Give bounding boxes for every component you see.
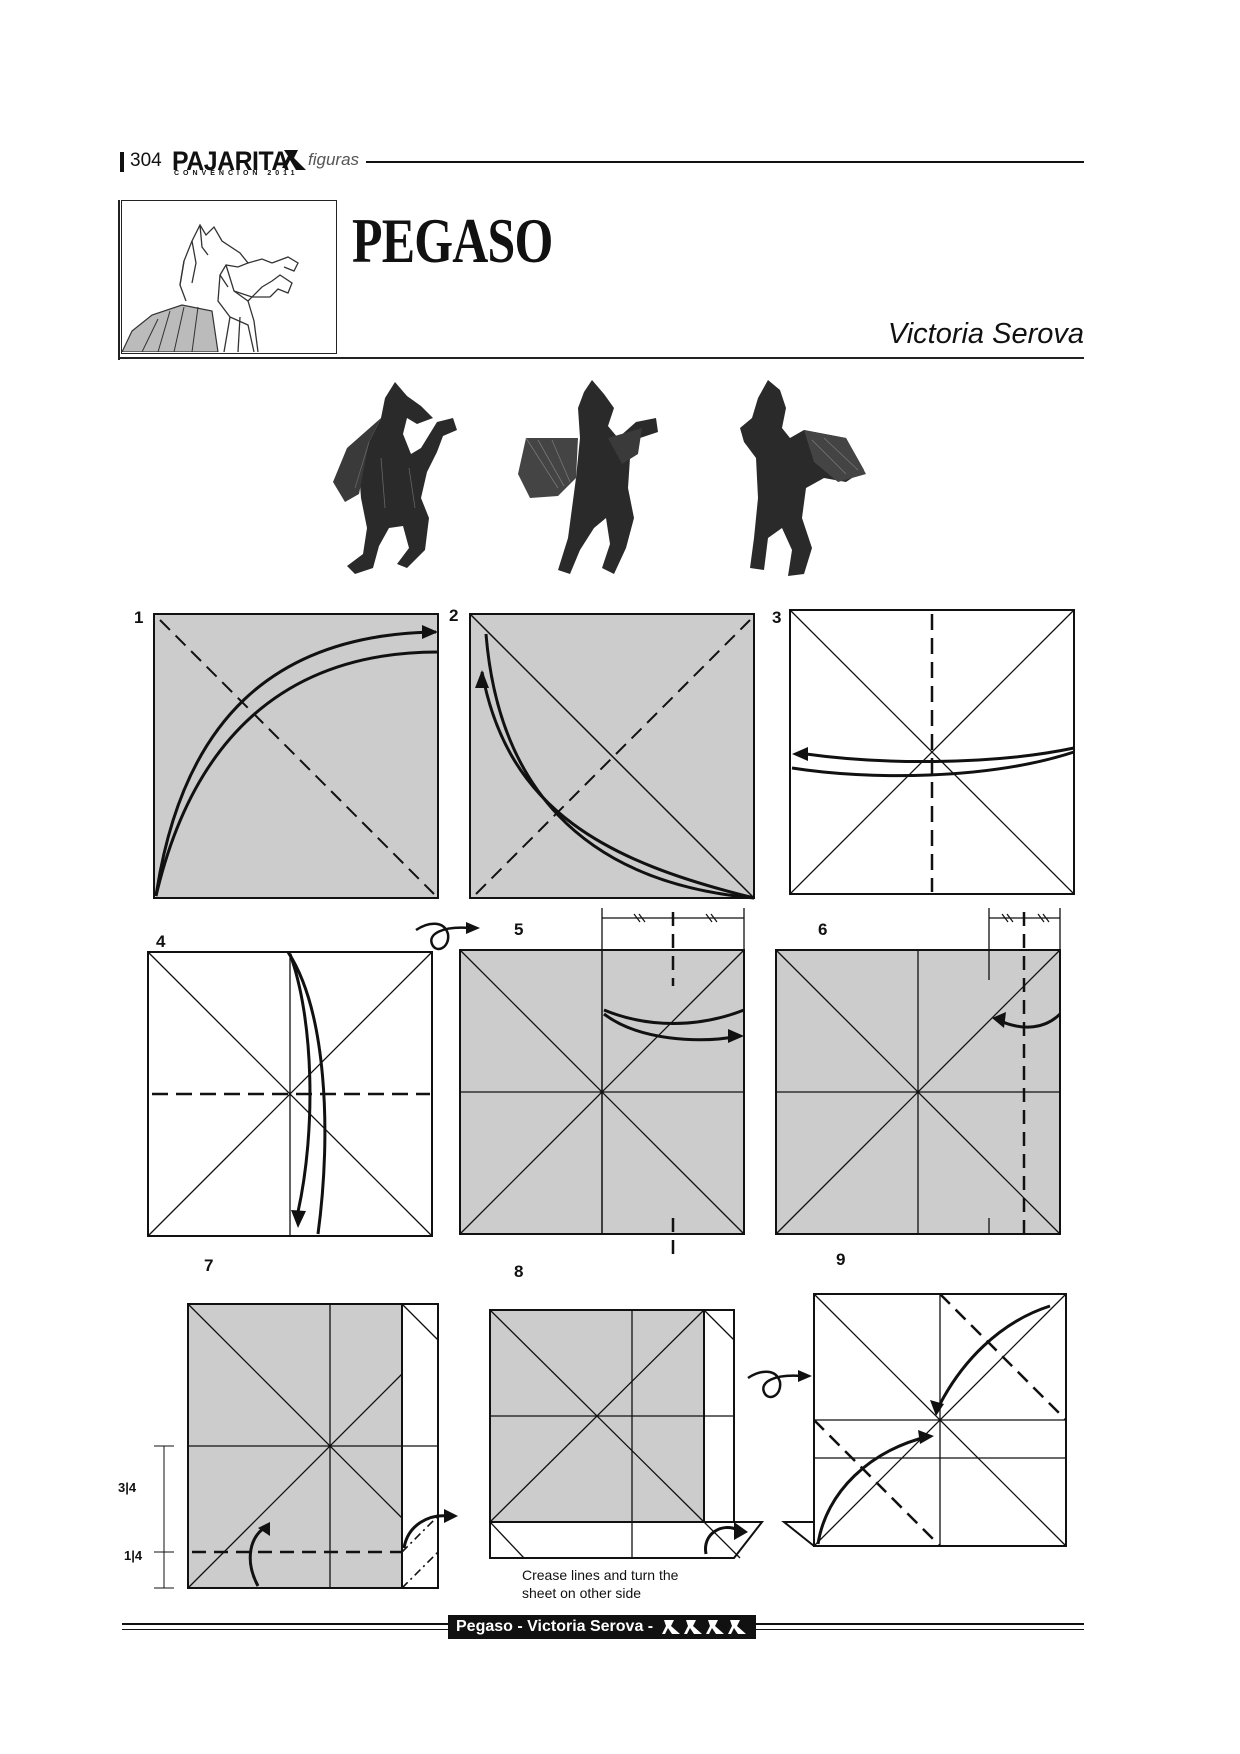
pegasus-sketch-thumbnail [121,200,337,354]
turn-over-icon [747,1370,812,1399]
step-8-caption: Crease lines and turn the sheet on other… [522,1566,722,1602]
step-7-diagram [154,1303,458,1589]
step-number: 8 [514,1262,524,1281]
step-4-diagram [147,951,433,1237]
step-number: 9 [836,1250,846,1269]
step-number: 5 [514,920,524,939]
header-rule [366,161,1084,163]
title-box-rule [118,357,1084,359]
fraction-upper-label: 3|4 [118,1480,137,1495]
step-9-diagram [781,1293,1067,1547]
pegasus-sketch-image [121,223,299,353]
step-5-diagram [459,908,745,1258]
page-title: PEGASO [352,205,553,276]
step-number: 3 [772,608,782,627]
step-number: 7 [204,1256,214,1275]
pegasus-photo-front [518,380,658,574]
magazine-logo: PAJARITA [172,146,289,176]
step-8-caption-line: Crease lines and turn the [522,1567,679,1583]
page-number: 304 [130,150,162,171]
step-number: 4 [156,932,166,951]
author-name: Victoria Serova [887,318,1084,350]
bird-logo-icon [282,150,306,170]
step-1-diagram [153,613,439,899]
turn-over-icon [415,922,480,951]
title-box-border [118,200,120,360]
step-number: 6 [818,920,828,939]
magazine-subtitle: CONVENCION 2011 [174,170,299,177]
step-number: 2 [449,606,459,625]
section-label: figuras [308,150,360,169]
footer-text: Pegaso - Victoria Serova - [456,1618,654,1635]
step-2-diagram [469,613,755,900]
pegasus-photo-back [740,380,866,576]
footer-label: Pegaso - Victoria Serova - [448,1615,756,1639]
step-number: 1 [134,608,144,627]
header-bar [120,152,124,172]
step-8-caption-line: sheet on other side [522,1585,642,1601]
fraction-lower-label: 1|4 [124,1548,143,1563]
step-3-diagram [789,609,1075,895]
difficulty-bird-icon [661,1619,746,1634]
step-6-diagram [775,908,1062,1235]
step-8-diagram [489,1309,765,1559]
pegasus-photo-side [333,382,457,574]
